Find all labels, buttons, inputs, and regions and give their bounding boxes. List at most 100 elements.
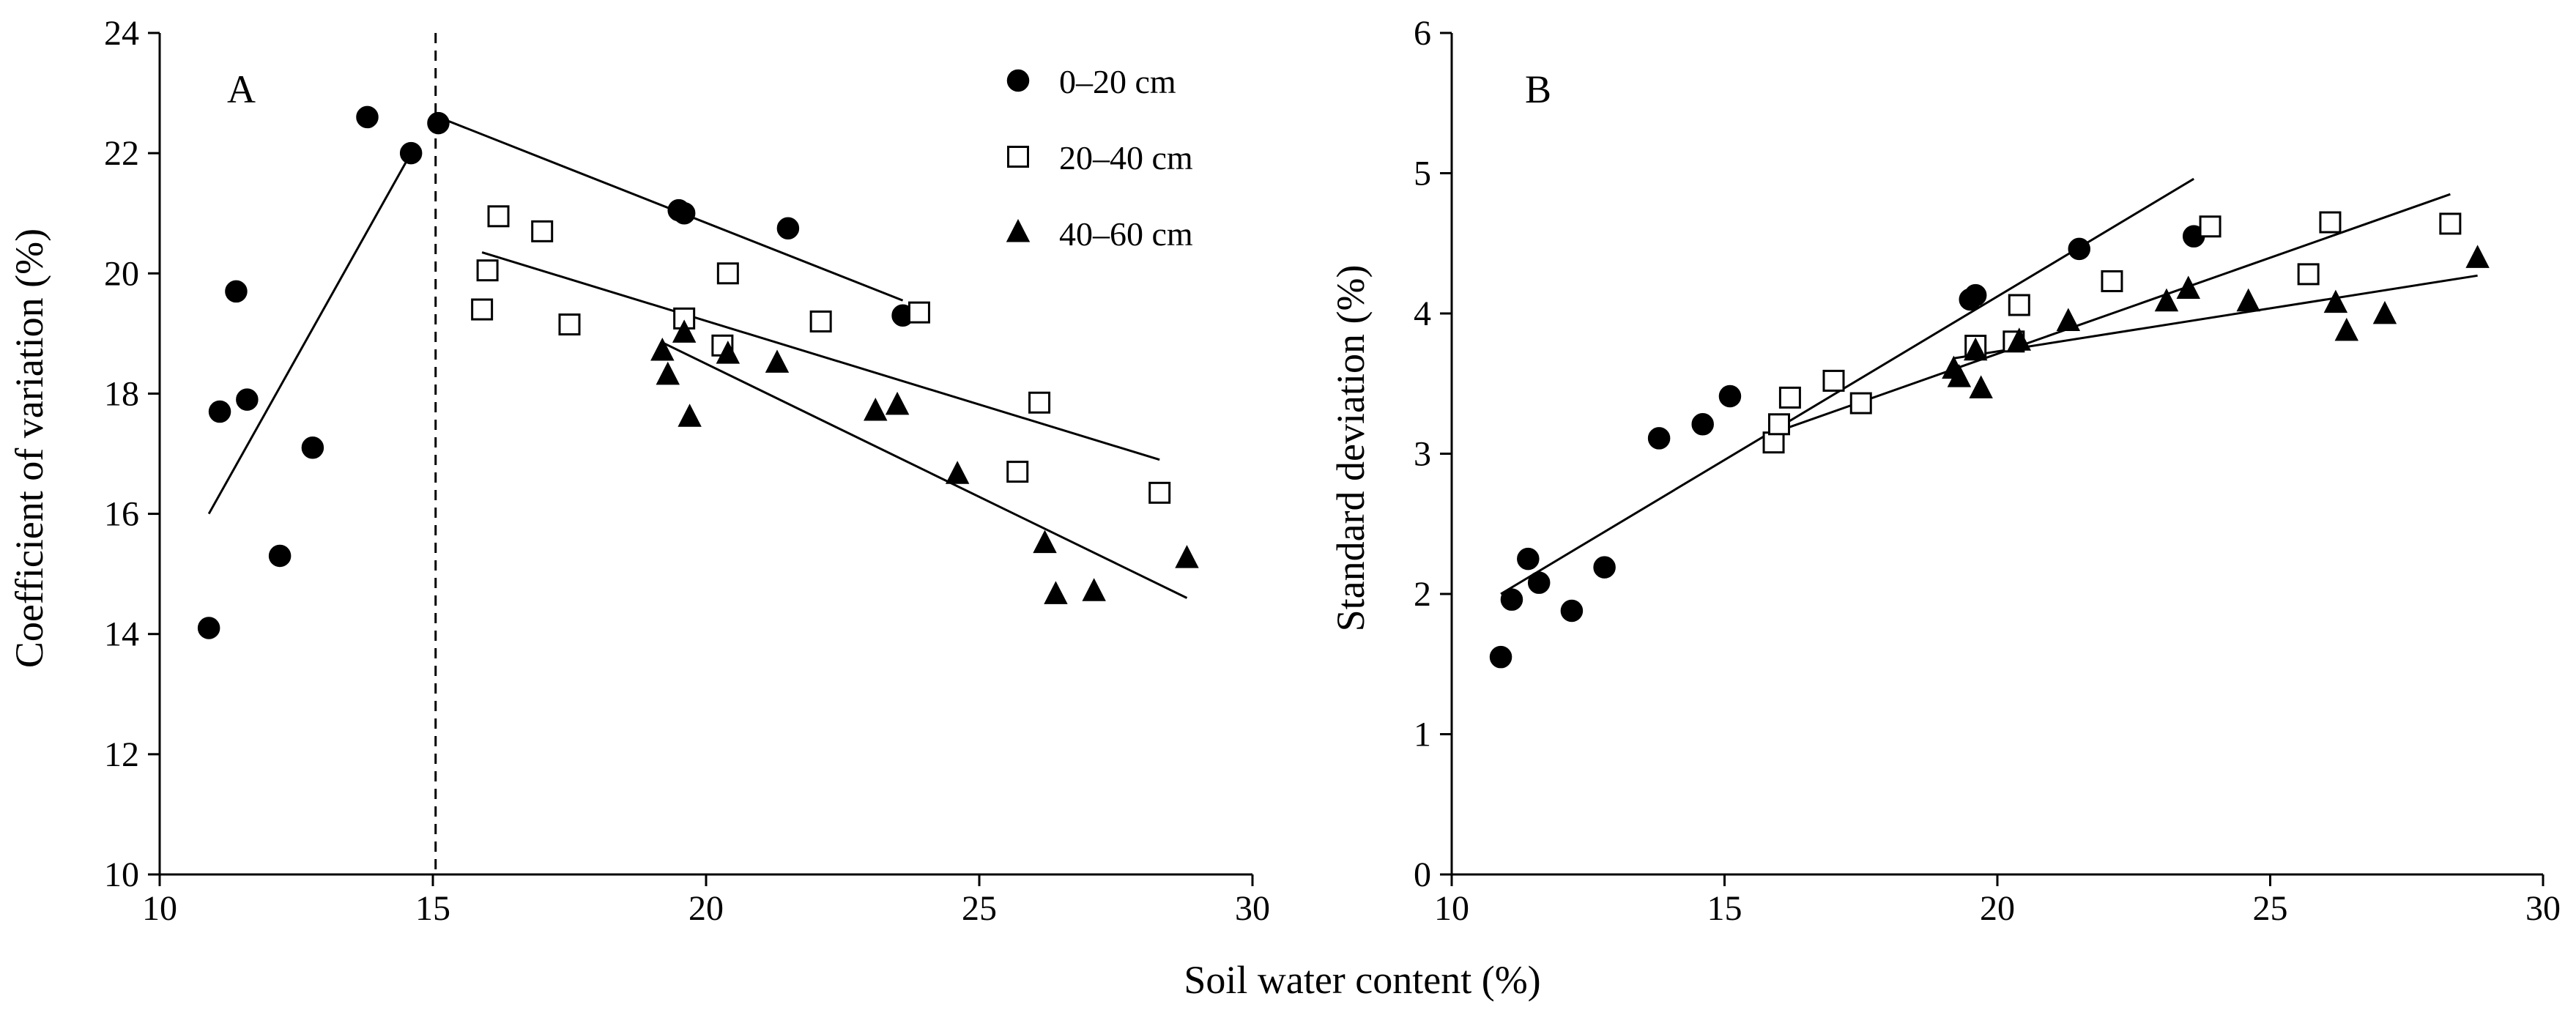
panel-b-data-point (1718, 384, 1742, 408)
panel-b-data-point (1593, 556, 1616, 579)
panel-b-series (1762, 211, 2462, 454)
panel-b-x-tick-label: 30 (2525, 889, 2561, 928)
panel-a-data-point (225, 280, 248, 303)
panel-a-x-tick-label: 10 (142, 889, 177, 928)
panel-a-data-point (672, 319, 697, 343)
panel-b-data-point (2323, 289, 2348, 313)
panel-a-y-tick-label: 18 (104, 374, 139, 413)
panel-a-ylabel: Coefficient of variation (%) (7, 229, 51, 668)
panel-b-data-point (2101, 270, 2123, 292)
panel-a-data-point (650, 337, 675, 361)
panel-b-y-tick-label: 4 (1414, 294, 1431, 333)
panel-a-data-point (864, 398, 888, 421)
panel-b-data-point (1560, 599, 1584, 623)
panel-b-series (1942, 245, 2490, 398)
panel-a-data-point (809, 310, 832, 332)
panel-b-y-tick-label: 6 (1414, 14, 1431, 53)
panel-b-x-tick-label: 10 (1434, 889, 1469, 928)
panel-b-x-tick-label: 15 (1707, 889, 1742, 928)
panel-b-data-point (1691, 413, 1714, 436)
panel-a: 10 15 20 25 30 10 12 14 16 18 20 22 24 A Coefficient… (7, 14, 1270, 928)
panel-b-data-point (1964, 283, 1987, 307)
panel-a-data-point (1148, 481, 1171, 504)
panel-b-data-point (2297, 263, 2320, 286)
panel-b-data-point (1768, 413, 1790, 436)
panel-a-data-point (716, 341, 740, 364)
panel-b-plot-area: 10 15 20 25 30 0 1 2 3 4 5 6 (1414, 14, 2561, 928)
panel-b-y-tick-label: 5 (1414, 155, 1431, 193)
panel-a-y-tick-label: 20 (104, 254, 139, 293)
panel-a-data-point (301, 436, 324, 459)
panel-a-series (650, 319, 1199, 604)
panel-b-data-point (2008, 294, 2030, 316)
panel-b-data-point (1778, 386, 1801, 409)
panel-a-y-tick-label: 16 (104, 495, 139, 534)
panel-b-fit-line (1953, 274, 2478, 360)
panel-a-data-point (356, 105, 379, 129)
panel-a-data-point (476, 259, 499, 282)
panel-b-data-point (1500, 588, 1523, 611)
panel-a-y-tick-label: 10 (104, 855, 139, 894)
panel-a-data-point (1044, 581, 1068, 604)
panel-b-data-point (1489, 645, 1512, 669)
panel-a-data-point (531, 220, 554, 242)
panel-b-y-tick-label: 1 (1414, 716, 1431, 754)
panel-a-data-point (907, 301, 930, 324)
panel-a-y-tick-label: 24 (104, 14, 139, 53)
panel-a-x-tick-label: 30 (1235, 889, 1270, 928)
panel-a-x-tick-label: 20 (688, 889, 724, 928)
panel-a-y-tick-label: 14 (104, 615, 139, 654)
panel-b-y-tick-label: 0 (1414, 855, 1431, 894)
panel-b-label: B (1525, 67, 1551, 111)
legend: 0–20 cm 20–40 cm 40–60 cm (1006, 63, 1193, 253)
panel-b-data-point (2319, 211, 2342, 234)
panel-b-data-point (2154, 288, 2179, 312)
panel-b-data-point (1947, 364, 1972, 387)
panel-a-data-point (1082, 578, 1106, 601)
panel-a-fit-line (661, 341, 1188, 599)
legend-label: 20–40 cm (1059, 139, 1193, 177)
panel-b-fit-line (1500, 177, 2194, 595)
panel-b-y-tick-label: 2 (1414, 575, 1431, 614)
panel-a-data-point (885, 391, 910, 415)
panel-b-data-point (2176, 275, 2200, 299)
panel-a-x-tick-label: 15 (415, 889, 450, 928)
panel-a-fit-line (481, 251, 1160, 461)
panel-a-data-point (1175, 545, 1199, 568)
legend-marker (1006, 69, 1030, 92)
panel-a-data-point (558, 313, 581, 336)
panel-b-series (1489, 225, 2205, 669)
panel-b-data-point (2236, 288, 2260, 312)
panel-b-data-point (2056, 308, 2081, 331)
panel-b-data-point (1527, 571, 1551, 594)
panel-a-data-point (399, 141, 423, 165)
panel-a-data-point (678, 404, 702, 427)
panel-b-data-point (1762, 431, 1785, 454)
panel-a-data-point (208, 400, 231, 423)
panel-a-data-point (197, 617, 220, 639)
panel-a-x-tick-label: 25 (962, 889, 997, 928)
legend-marker (1006, 219, 1031, 242)
panel-a-data-point (672, 201, 696, 225)
panel-b-data-point (1517, 547, 1540, 571)
panel-a-y-tick-label: 12 (104, 735, 139, 774)
panel-b-y-tick-label: 3 (1414, 435, 1431, 474)
panel-a-data-point (765, 349, 790, 373)
panel-b-ylabel: Standard deviation (%) (1329, 265, 1373, 632)
panel-b-data-point (1849, 392, 1872, 415)
panel-b-data-point (2334, 317, 2359, 341)
panel-a-data-point (1033, 530, 1057, 554)
panel-b-data-point (2439, 212, 2462, 235)
panel-b-data-point (1647, 427, 1671, 450)
panel-a-data-point (471, 298, 494, 321)
panel-a-data-point (776, 217, 800, 239)
panel-b-data-point (2007, 327, 2032, 351)
panel-b-fit-line (1773, 193, 2451, 434)
panel-a-data-point (427, 111, 450, 135)
panel-b-data-point (2372, 300, 2397, 324)
panel-b-x-tick-label: 25 (2253, 889, 2288, 928)
panel-a-y-tick-label: 22 (104, 134, 139, 173)
legend-marker (1007, 146, 1029, 168)
panel-a-data-point (716, 262, 739, 285)
